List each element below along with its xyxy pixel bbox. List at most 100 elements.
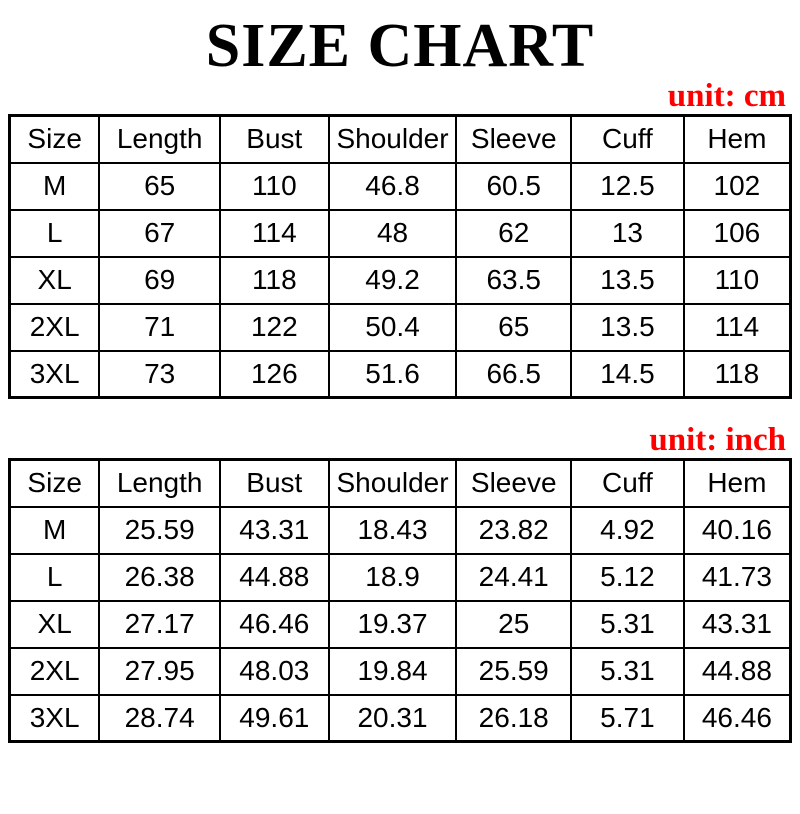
- table-row: M 25.59 43.31 18.43 23.82 4.92 40.16: [8, 505, 792, 555]
- value-cell: 106: [682, 208, 792, 258]
- value-cell: 63.5: [455, 255, 573, 305]
- value-cell: 51.6: [327, 349, 458, 399]
- value-cell: 20.31: [327, 693, 458, 743]
- value-cell: 25.59: [98, 505, 221, 555]
- value-cell: 46.8: [327, 161, 458, 211]
- value-cell: 46.46: [218, 599, 330, 649]
- value-cell: 110: [682, 255, 792, 305]
- size-table-cm: Size Length Bust Shoulder Sleeve Cuff Hem M 65 1…: [8, 114, 792, 399]
- value-cell: 40.16: [682, 505, 792, 555]
- value-cell: 114: [682, 302, 792, 352]
- header-row: Size Length Bust Shoulder Sleeve Cuff Hem: [8, 458, 792, 508]
- column-header-sleeve: Sleeve: [455, 458, 573, 508]
- column-header-length: Length: [98, 114, 221, 164]
- value-cell: 5.31: [570, 646, 685, 696]
- value-cell: 66.5: [455, 349, 573, 399]
- value-cell: 44.88: [218, 552, 330, 602]
- size-table-inch-head: Size Length Bust Shoulder Sleeve Cuff Hem: [8, 458, 792, 508]
- value-cell: 5.71: [570, 693, 685, 743]
- value-cell: 69: [98, 255, 221, 305]
- table-row: M 65 110 46.8 60.5 12.5 102: [8, 161, 792, 211]
- value-cell: 14.5: [570, 349, 685, 399]
- value-cell: 67: [98, 208, 221, 258]
- table-row: L 67 114 48 62 13 106: [8, 208, 792, 258]
- column-header-shoulder: Shoulder: [327, 458, 458, 508]
- value-cell: 26.18: [455, 693, 573, 743]
- value-cell: 71: [98, 302, 221, 352]
- value-cell: 49.61: [218, 693, 330, 743]
- value-cell: 43.31: [218, 505, 330, 555]
- value-cell: 46.46: [682, 693, 792, 743]
- size-cell: M: [8, 505, 101, 555]
- value-cell: 27.95: [98, 646, 221, 696]
- value-cell: 65: [98, 161, 221, 211]
- value-cell: 122: [218, 302, 330, 352]
- value-cell: 19.37: [327, 599, 458, 649]
- column-header-sleeve: Sleeve: [455, 114, 573, 164]
- value-cell: 49.2: [327, 255, 458, 305]
- value-cell: 118: [218, 255, 330, 305]
- value-cell: 50.4: [327, 302, 458, 352]
- column-header-shoulder: Shoulder: [327, 114, 458, 164]
- size-cell: XL: [8, 599, 101, 649]
- size-cell: XL: [8, 255, 101, 305]
- size-chart-page: SIZE CHART unit: cm Size Length Bust Should…: [0, 14, 800, 814]
- size-table-cm-head: Size Length Bust Shoulder Sleeve Cuff Hem: [8, 114, 792, 164]
- value-cell: 25: [455, 599, 573, 649]
- value-cell: 27.17: [98, 599, 221, 649]
- value-cell: 19.84: [327, 646, 458, 696]
- table-row: XL 69 118 49.2 63.5 13.5 110: [8, 255, 792, 305]
- value-cell: 5.12: [570, 552, 685, 602]
- value-cell: 12.5: [570, 161, 685, 211]
- size-cell: 3XL: [8, 349, 101, 399]
- value-cell: 13.5: [570, 255, 685, 305]
- value-cell: 25.59: [455, 646, 573, 696]
- value-cell: 110: [218, 161, 330, 211]
- value-cell: 18.43: [327, 505, 458, 555]
- value-cell: 44.88: [682, 646, 792, 696]
- table-row: L 26.38 44.88 18.9 24.41 5.12 41.73: [8, 552, 792, 602]
- size-cell: 3XL: [8, 693, 101, 743]
- size-cell: 2XL: [8, 646, 101, 696]
- table-row: 3XL 73 126 51.6 66.5 14.5 118: [8, 349, 792, 399]
- size-cell: M: [8, 161, 101, 211]
- column-header-size: Size: [8, 458, 101, 508]
- value-cell: 48: [327, 208, 458, 258]
- size-table-inch: Size Length Bust Shoulder Sleeve Cuff Hem M 25.…: [8, 458, 792, 743]
- value-cell: 41.73: [682, 552, 792, 602]
- value-cell: 24.41: [455, 552, 573, 602]
- table-row: 3XL 28.74 49.61 20.31 26.18 5.71 46.46: [8, 693, 792, 743]
- value-cell: 114: [218, 208, 330, 258]
- size-cell: L: [8, 208, 101, 258]
- value-cell: 4.92: [570, 505, 685, 555]
- value-cell: 73: [98, 349, 221, 399]
- header-row: Size Length Bust Shoulder Sleeve Cuff Hem: [8, 114, 792, 164]
- size-table-inch-body: M 25.59 43.31 18.43 23.82 4.92 40.16 L 26.38 44.8…: [8, 505, 792, 743]
- page-title: SIZE CHART: [205, 12, 595, 80]
- value-cell: 23.82: [455, 505, 573, 555]
- value-cell: 102: [682, 161, 792, 211]
- value-cell: 13.5: [570, 302, 685, 352]
- table-row: XL 27.17 46.46 19.37 25 5.31 43.31: [8, 599, 792, 649]
- value-cell: 65: [455, 302, 573, 352]
- column-header-bust: Bust: [218, 114, 330, 164]
- value-cell: 48.03: [218, 646, 330, 696]
- value-cell: 62: [455, 208, 573, 258]
- column-header-hem: Hem: [682, 114, 792, 164]
- value-cell: 28.74: [98, 693, 221, 743]
- value-cell: 26.38: [98, 552, 221, 602]
- unit-label-inch: unit: inch: [649, 422, 786, 458]
- value-cell: 43.31: [682, 599, 792, 649]
- size-cell: L: [8, 552, 101, 602]
- value-cell: 118: [682, 349, 792, 399]
- column-header-size: Size: [8, 114, 101, 164]
- value-cell: 5.31: [570, 599, 685, 649]
- column-header-cuff: Cuff: [570, 458, 685, 508]
- column-header-bust: Bust: [218, 458, 330, 508]
- column-header-length: Length: [98, 458, 221, 508]
- value-cell: 126: [218, 349, 330, 399]
- value-cell: 60.5: [455, 161, 573, 211]
- table-row: 2XL 71 122 50.4 65 13.5 114: [8, 302, 792, 352]
- table-row: 2XL 27.95 48.03 19.84 25.59 5.31 44.88: [8, 646, 792, 696]
- column-header-cuff: Cuff: [570, 114, 685, 164]
